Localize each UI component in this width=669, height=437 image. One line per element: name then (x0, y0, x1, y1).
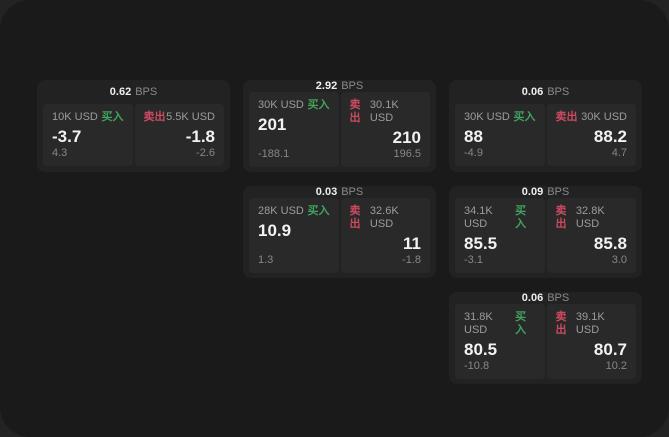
sell-notional: 32.6K USD (369, 205, 399, 230)
buy-panel[interactable]: 28K USD 买入 10.9 1.3 (249, 198, 339, 273)
sell-sub-value: 196.5 (393, 148, 421, 160)
sell-price: 210 (392, 128, 421, 147)
buy-notional: 30K USD (464, 111, 510, 123)
sell-panel[interactable]: 卖出 30K USD 88.2 4.7 (546, 104, 636, 166)
bps-value: 0.03 (315, 186, 338, 198)
sell-notional: 39.1K USD (575, 311, 605, 336)
sell-price: 85.8 (593, 234, 627, 253)
sell-panel[interactable]: 卖出 32.8K USD 85.8 3.0 (546, 198, 636, 273)
buy-notional: 10K USD (52, 111, 98, 123)
buy-side-label: 买入 (101, 111, 124, 123)
quote-card: 2.92 BPS 30K USD 买入 201 -188.1 卖出 30.1K … (243, 80, 436, 172)
sell-sub-value: 3.0 (611, 254, 627, 266)
sell-notional: 32.8K USD (575, 205, 605, 230)
card-body: 28K USD 买入 10.9 1.3 卖出 32.6K USD 11 -1.8 (243, 198, 436, 279)
buy-panel[interactable]: 34.1K USD 买入 85.5 -3.1 (455, 198, 545, 273)
buy-notional: 34.1K USD (464, 205, 493, 230)
sell-panel[interactable]: 卖出 39.1K USD 80.7 10.2 (546, 304, 636, 379)
buy-notional: 28K USD (258, 205, 304, 217)
sell-notional: 5.5K USD (166, 111, 215, 123)
card-body: 31.8K USD 买入 80.5 -10.8 卖出 39.1K USD 80.… (449, 304, 642, 385)
card-body: 10K USD 买入 -3.7 4.3 卖出 5.5K USD -1.8 -2.… (37, 104, 230, 172)
buy-side-label: 买入 (307, 205, 330, 217)
bps-unit: BPS (341, 80, 364, 92)
buy-panel[interactable]: 30K USD 买入 88 -4.9 (455, 104, 545, 166)
sell-panel[interactable]: 卖出 32.6K USD 11 -1.8 (340, 198, 430, 273)
card-body: 30K USD 买入 88 -4.9 卖出 30K USD 88.2 4.7 (449, 104, 642, 172)
buy-notional: 31.8K USD (464, 311, 493, 336)
buy-notional: 30K USD (258, 99, 304, 111)
buy-sub-value: -10.8 (464, 360, 490, 372)
buy-price: 201 (258, 115, 287, 134)
sell-side-label: 卖出 (555, 111, 578, 123)
buy-sub-value: -188.1 (258, 148, 290, 160)
bps-unit: BPS (547, 86, 570, 98)
quote-card: 0.62 BPS 10K USD 买入 -3.7 4.3 卖出 5.5K USD (37, 80, 230, 172)
bps-unit: BPS (341, 186, 364, 198)
sell-price: 88.2 (593, 127, 627, 146)
sell-price: -1.8 (185, 127, 215, 146)
buy-side-label: 买入 (515, 205, 527, 230)
card-body: 30K USD 买入 201 -188.1 卖出 30.1K USD 210 1… (243, 92, 436, 173)
sell-side-label: 卖出 (349, 205, 361, 230)
sell-notional: 30K USD (581, 111, 627, 123)
sell-side-label: 卖出 (555, 311, 567, 336)
card-header: 2.92 BPS (243, 80, 436, 92)
card-header: 0.62 BPS (37, 80, 230, 104)
sell-panel[interactable]: 卖出 5.5K USD -1.8 -2.6 (134, 104, 224, 166)
sell-sub-value: 10.2 (605, 360, 627, 372)
quote-card: 0.03 BPS 28K USD 买入 10.9 1.3 卖出 32.6K US… (243, 186, 436, 278)
buy-side-label: 买入 (307, 99, 330, 111)
card-header: 0.09 BPS (449, 186, 642, 198)
buy-side-label: 买入 (515, 311, 527, 336)
buy-side-label: 买入 (513, 111, 536, 123)
buy-panel[interactable]: 30K USD 买入 201 -188.1 (249, 92, 339, 167)
sell-sub-value: -1.8 (402, 254, 421, 266)
buy-sub-value: -4.9 (464, 147, 483, 159)
buy-sub-value: 4.3 (52, 147, 68, 159)
sell-side-label: 卖出 (555, 205, 567, 230)
sell-panel[interactable]: 卖出 30.1K USD 210 196.5 (340, 92, 430, 167)
sell-side-label: 卖出 (143, 111, 166, 123)
quote-cards-grid: 0.62 BPS 10K USD 买入 -3.7 4.3 卖出 5.5K USD (37, 80, 642, 384)
bps-unit: BPS (547, 186, 570, 198)
sell-side-label: 卖出 (349, 99, 361, 124)
buy-sub-value: -3.1 (464, 254, 483, 266)
bps-value: 0.62 (109, 86, 132, 98)
buy-panel[interactable]: 31.8K USD 买入 80.5 -10.8 (455, 304, 545, 379)
buy-price: 10.9 (258, 221, 292, 240)
buy-price: 88 (464, 127, 483, 146)
bps-value: 0.09 (521, 186, 544, 198)
sell-price: 11 (403, 234, 421, 253)
buy-price: 80.5 (464, 340, 498, 359)
bps-unit: BPS (547, 292, 570, 304)
buy-sub-value: 1.3 (258, 254, 274, 266)
quote-card: 0.06 BPS 31.8K USD 买入 80.5 -10.8 卖出 39.1… (449, 292, 642, 384)
buy-panel[interactable]: 10K USD 买入 -3.7 4.3 (43, 104, 133, 166)
bps-value: 0.06 (521, 292, 544, 304)
card-header: 0.03 BPS (243, 186, 436, 198)
card-header: 0.06 BPS (449, 292, 642, 304)
card-header: 0.06 BPS (449, 80, 642, 104)
bps-value: 2.92 (315, 80, 338, 92)
buy-price: -3.7 (52, 127, 82, 146)
sell-sub-value: 4.7 (611, 147, 627, 159)
bps-unit: BPS (135, 86, 158, 98)
bps-value: 0.06 (521, 86, 544, 98)
card-body: 34.1K USD 买入 85.5 -3.1 卖出 32.8K USD 85.8… (449, 198, 642, 279)
buy-price: 85.5 (464, 234, 498, 253)
sell-price: 80.7 (593, 340, 627, 359)
sell-sub-value: -2.6 (196, 147, 215, 159)
quote-card: 0.06 BPS 30K USD 买入 88 -4.9 卖出 30K USD (449, 80, 642, 172)
sell-notional: 30.1K USD (369, 99, 399, 124)
quote-card: 0.09 BPS 34.1K USD 买入 85.5 -3.1 卖出 32.8K… (449, 186, 642, 278)
